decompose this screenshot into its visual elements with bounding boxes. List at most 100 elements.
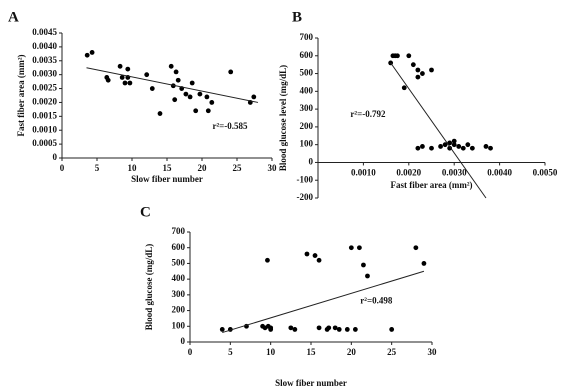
panel-label: A bbox=[8, 9, 19, 25]
data-point bbox=[336, 327, 342, 332]
data-point bbox=[460, 145, 466, 151]
data-point bbox=[119, 75, 125, 80]
data-point bbox=[175, 77, 181, 83]
data-point bbox=[442, 142, 448, 148]
x-tick-label: 30 bbox=[428, 347, 438, 357]
data-point bbox=[410, 62, 416, 68]
x-tick-label: 25 bbox=[233, 163, 243, 173]
data-point bbox=[406, 53, 412, 59]
y-tick-label: 0.0045 bbox=[32, 27, 57, 37]
x-axis-label: Slow fiber number bbox=[131, 174, 203, 184]
data-point bbox=[316, 257, 322, 263]
data-point bbox=[438, 144, 443, 149]
x-tick-label: 0.0010 bbox=[351, 168, 376, 178]
trend-line bbox=[222, 270, 425, 334]
x-tick-label: 0.0030 bbox=[442, 168, 467, 178]
data-point bbox=[168, 63, 174, 69]
y-tick-label: 0.0015 bbox=[32, 110, 57, 120]
y-tick-label: 500 bbox=[300, 68, 314, 78]
data-point bbox=[122, 80, 128, 86]
data-point bbox=[456, 144, 462, 149]
x-tick-label: 15 bbox=[163, 163, 173, 173]
x-tick-label: 30 bbox=[268, 163, 278, 173]
data-point bbox=[205, 108, 211, 114]
data-point bbox=[361, 262, 366, 268]
y-tick-label: 700 bbox=[172, 226, 186, 236]
data-point bbox=[348, 245, 354, 251]
x-tick-label: 0.0050 bbox=[533, 168, 558, 178]
data-point bbox=[183, 91, 189, 97]
data-point bbox=[316, 325, 322, 331]
data-point bbox=[157, 111, 163, 116]
data-point bbox=[326, 325, 332, 331]
data-point bbox=[149, 86, 155, 91]
data-point bbox=[451, 138, 457, 144]
y-tick-label: -100 bbox=[297, 174, 314, 184]
data-point bbox=[429, 67, 434, 73]
trend-line bbox=[390, 62, 487, 199]
data-point bbox=[395, 53, 400, 59]
data-point bbox=[421, 261, 427, 266]
y-axis-label: Blood glucose level (mg/dL) bbox=[278, 65, 288, 171]
x-tick-label: 5 bbox=[228, 347, 233, 357]
x-tick-label: 20 bbox=[198, 163, 208, 173]
data-point bbox=[483, 144, 489, 149]
y-tick-label: 200 bbox=[300, 121, 314, 131]
data-point bbox=[173, 69, 179, 75]
y-tick-label: 0.0030 bbox=[32, 69, 57, 79]
data-point bbox=[312, 253, 318, 258]
x-tick-label: 25 bbox=[387, 347, 397, 357]
y-tick-label: 300 bbox=[300, 103, 314, 113]
y-axis-label: Fast fiber area (mm²) bbox=[16, 54, 26, 136]
data-point bbox=[352, 327, 358, 332]
annotation: r²=-0.792 bbox=[350, 109, 386, 119]
data-point bbox=[401, 85, 407, 91]
annotation: r²=-0.585 bbox=[212, 121, 248, 131]
y-tick-label: 0.0005 bbox=[32, 138, 57, 148]
data-point bbox=[292, 327, 298, 332]
y-tick-label: 600 bbox=[172, 242, 186, 252]
y-tick-label: 0 bbox=[309, 157, 314, 167]
y-tick-label: 100 bbox=[172, 320, 186, 330]
data-point bbox=[187, 94, 193, 100]
y-tick-label: 200 bbox=[172, 305, 186, 315]
data-point bbox=[127, 80, 133, 86]
data-point bbox=[105, 77, 111, 83]
data-point bbox=[117, 63, 123, 69]
data-point bbox=[125, 66, 131, 72]
data-point bbox=[172, 97, 178, 103]
data-point bbox=[344, 327, 350, 332]
data-point bbox=[144, 72, 150, 78]
data-point bbox=[89, 50, 95, 55]
data-point bbox=[415, 67, 421, 73]
y-tick-label: 0 bbox=[53, 152, 58, 162]
data-point bbox=[447, 145, 453, 151]
y-tick-label: 0.0020 bbox=[32, 97, 57, 107]
data-point bbox=[332, 325, 338, 331]
data-point bbox=[228, 69, 234, 75]
data-point bbox=[451, 142, 457, 148]
x-tick-label: 0 bbox=[60, 163, 65, 173]
data-point bbox=[413, 245, 419, 251]
data-point bbox=[429, 145, 434, 151]
y-axis-label: Blood glucose (mg/dL) bbox=[144, 244, 154, 331]
trend-line bbox=[86, 67, 259, 103]
data-point bbox=[465, 142, 471, 148]
y-tick-label: 600 bbox=[300, 50, 314, 60]
data-point bbox=[469, 145, 475, 151]
data-point bbox=[304, 251, 310, 257]
x-tick-label: 5 bbox=[95, 163, 100, 173]
x-tick-label: 15 bbox=[307, 347, 317, 357]
y-tick-label: 500 bbox=[172, 257, 186, 267]
x-tick-label: 0.0020 bbox=[396, 168, 421, 178]
data-point bbox=[415, 145, 421, 151]
data-point bbox=[415, 74, 421, 80]
data-point bbox=[204, 94, 210, 100]
y-tick-label: 0 bbox=[181, 336, 186, 346]
x-tick-label: 10 bbox=[128, 163, 138, 173]
x-tick-label: 0.0040 bbox=[487, 168, 512, 178]
y-tick-label: 400 bbox=[172, 273, 186, 283]
y-tick-label: 0.0025 bbox=[32, 83, 57, 93]
data-point bbox=[288, 325, 294, 331]
